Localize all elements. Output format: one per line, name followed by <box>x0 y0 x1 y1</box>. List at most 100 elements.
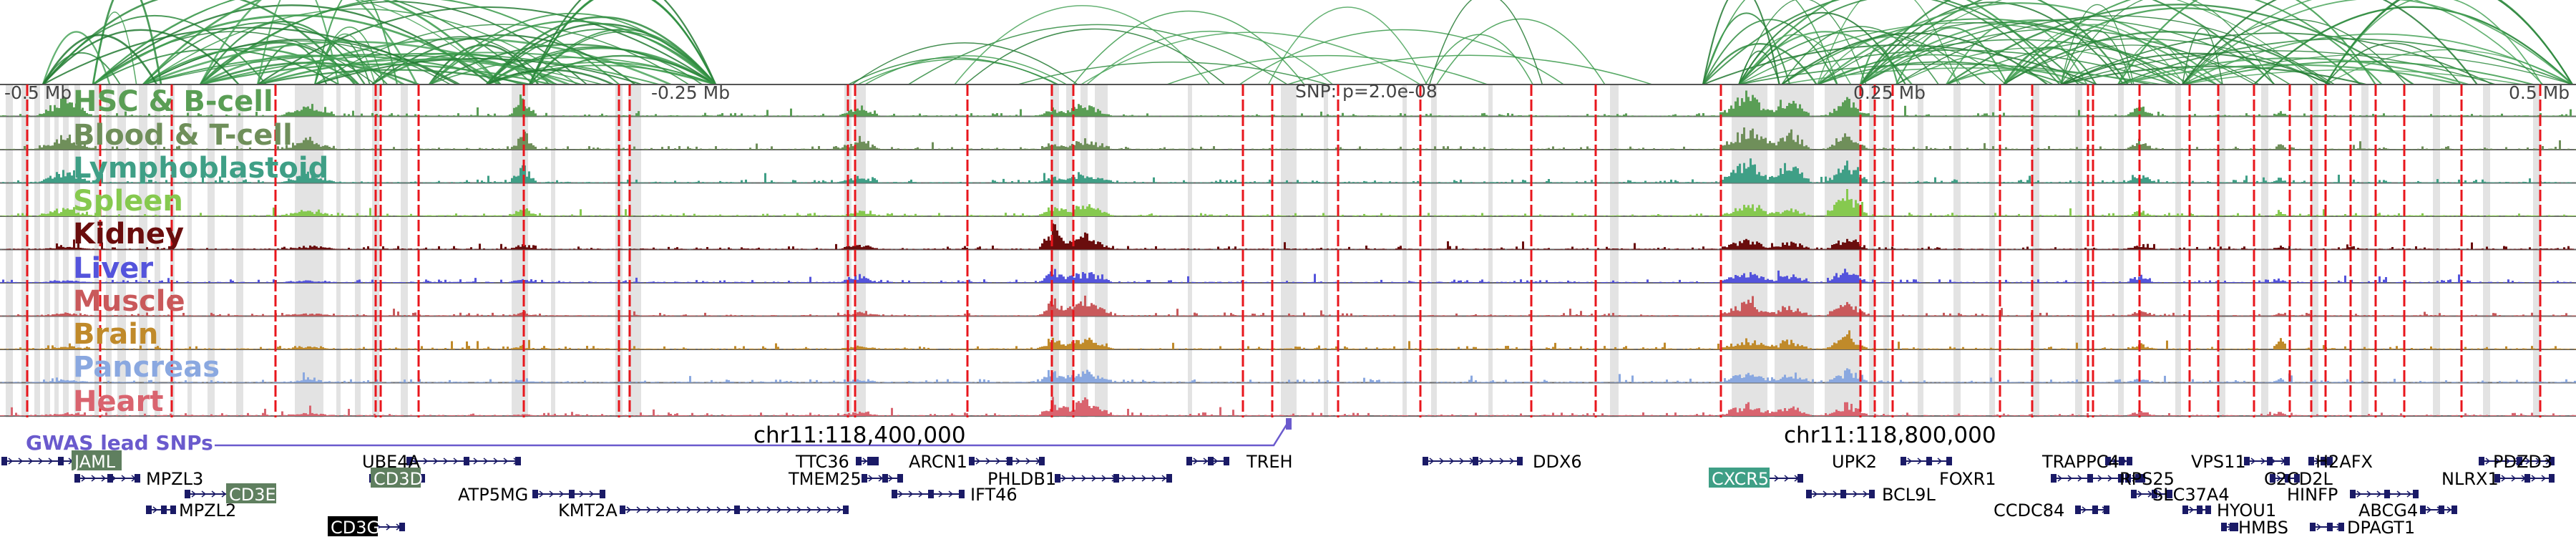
track-label-liver: Liver <box>73 252 153 285</box>
strand-arrow <box>2112 458 2117 465</box>
interaction-arc <box>1817 0 1959 85</box>
gene-exon <box>1797 474 1803 483</box>
highlight-band <box>187 84 192 417</box>
strand-arrow <box>2535 458 2541 465</box>
highlight-band <box>2218 84 2225 417</box>
interaction-arc <box>1860 0 2275 85</box>
gene-exon <box>959 490 965 498</box>
strand-arrow <box>2366 490 2372 498</box>
gene-exon <box>2549 457 2555 465</box>
strand-arrow <box>2276 475 2282 482</box>
interaction-arc <box>92 11 137 85</box>
strand-arrow <box>2137 490 2143 498</box>
gene-exon <box>2350 490 2356 498</box>
gene-exon <box>1926 457 1932 465</box>
strand-arrow <box>2250 458 2256 465</box>
gene-exon <box>1901 457 1906 465</box>
highlight-band <box>1918 84 1923 417</box>
strand-arrow <box>2495 458 2501 465</box>
track-labels: HSC & B-cell Blood & T-cell Lymphoblasto… <box>73 85 328 418</box>
axis-label-right: 0.5 Mb <box>2509 82 2570 103</box>
gene-exon <box>1007 457 1013 465</box>
strand-arrow <box>1479 458 1485 465</box>
strand-arrow <box>1161 475 1167 482</box>
highlight-band <box>2311 84 2318 417</box>
interaction-arc <box>486 29 716 85</box>
strand-arrow <box>1917 458 1923 465</box>
interaction-arc <box>2117 38 2573 85</box>
interaction-arc <box>1859 46 1898 85</box>
highlight-band <box>1188 84 1192 417</box>
gene-label: IFT46 <box>970 485 1018 505</box>
interaction-arc <box>200 52 660 85</box>
coordinate-labels: chr11:118,400,000 chr11:118,800,000 <box>753 422 1996 448</box>
highlight-band <box>1324 84 1328 417</box>
strand-arrow <box>493 458 499 465</box>
strand-arrow <box>1449 458 1455 465</box>
strand-arrow <box>38 458 44 465</box>
gene-label: TMEM25 <box>788 469 862 489</box>
gene-label-box <box>328 516 378 536</box>
interaction-arc <box>1817 54 2054 85</box>
gene-label: ATP5MG <box>458 485 528 505</box>
highlight-band <box>355 84 361 417</box>
gene-exon <box>1 457 7 465</box>
gene-upk2: UPK2 <box>1832 452 1952 472</box>
gene-exon <box>1039 457 1045 465</box>
gene-exon <box>1869 490 1875 498</box>
gene-label: NLRX1 <box>2441 469 2499 489</box>
interaction-arc <box>2003 46 2097 85</box>
strand-arrow <box>796 506 802 513</box>
strand-arrow <box>1853 490 1858 498</box>
signal-peaks <box>0 158 2576 183</box>
gene-exon <box>2451 505 2457 514</box>
gene-label-box <box>371 468 421 488</box>
gene-label: ARCN1 <box>909 452 967 472</box>
interaction-arc <box>485 16 717 85</box>
gene-exon <box>2051 474 2057 483</box>
gene-label: HINFP <box>2287 485 2338 505</box>
gene-exon <box>1224 457 1229 465</box>
interaction-arc <box>1738 0 2064 85</box>
highlight-band <box>1869 84 1875 417</box>
strand-arrow <box>1499 458 1505 465</box>
interaction-arc <box>1018 62 1328 85</box>
interaction-arc <box>142 21 389 85</box>
interaction-arc <box>1738 50 1780 85</box>
interaction-arc <box>1781 32 2049 85</box>
gene-exon <box>734 505 740 514</box>
track-label-lymphoblastoid: Lymphoblastoid <box>73 152 328 185</box>
strand-arrow <box>1141 475 1147 482</box>
gene-exon <box>2413 490 2419 498</box>
gene-exon <box>862 474 867 483</box>
strand-arrow <box>1823 490 1828 498</box>
highlight-band <box>6 84 13 417</box>
interaction-arc <box>1860 19 2290 85</box>
gene-exon <box>2152 490 2157 498</box>
interaction-arc <box>199 0 418 85</box>
strand-arrow <box>413 458 419 465</box>
strand-arrow <box>28 458 34 465</box>
gene-label: MPZL2 <box>179 500 236 521</box>
gene-exon <box>2439 505 2444 514</box>
strand-arrow <box>836 506 842 513</box>
gene-hmbs: HMBS <box>2221 518 2288 537</box>
gene-exon <box>2105 457 2111 465</box>
interaction-arc <box>1738 49 2175 85</box>
interaction-arc <box>2003 0 2383 85</box>
signal-peaks <box>0 90 2576 117</box>
highlight-band <box>155 84 160 417</box>
signal-track <box>0 397 2576 417</box>
gene-track: JAMLMPZL3CD3EMPZL2CD3GUBE4ACD3DATP5MGKMT… <box>1 450 2555 537</box>
gene-trappc4: TRAPPC4 <box>2041 452 2132 472</box>
strand-arrow <box>2501 475 2507 482</box>
strand-arrow <box>2077 475 2083 482</box>
gene-label: KMT2A <box>558 500 618 521</box>
gene-exon <box>2221 523 2227 531</box>
gene-exon <box>161 505 167 514</box>
strand-arrow <box>2376 490 2382 498</box>
gene-exon <box>1055 474 1060 483</box>
highlight-band <box>1431 84 1437 417</box>
interaction-arc <box>1738 0 1867 85</box>
gene-exon <box>843 505 849 514</box>
